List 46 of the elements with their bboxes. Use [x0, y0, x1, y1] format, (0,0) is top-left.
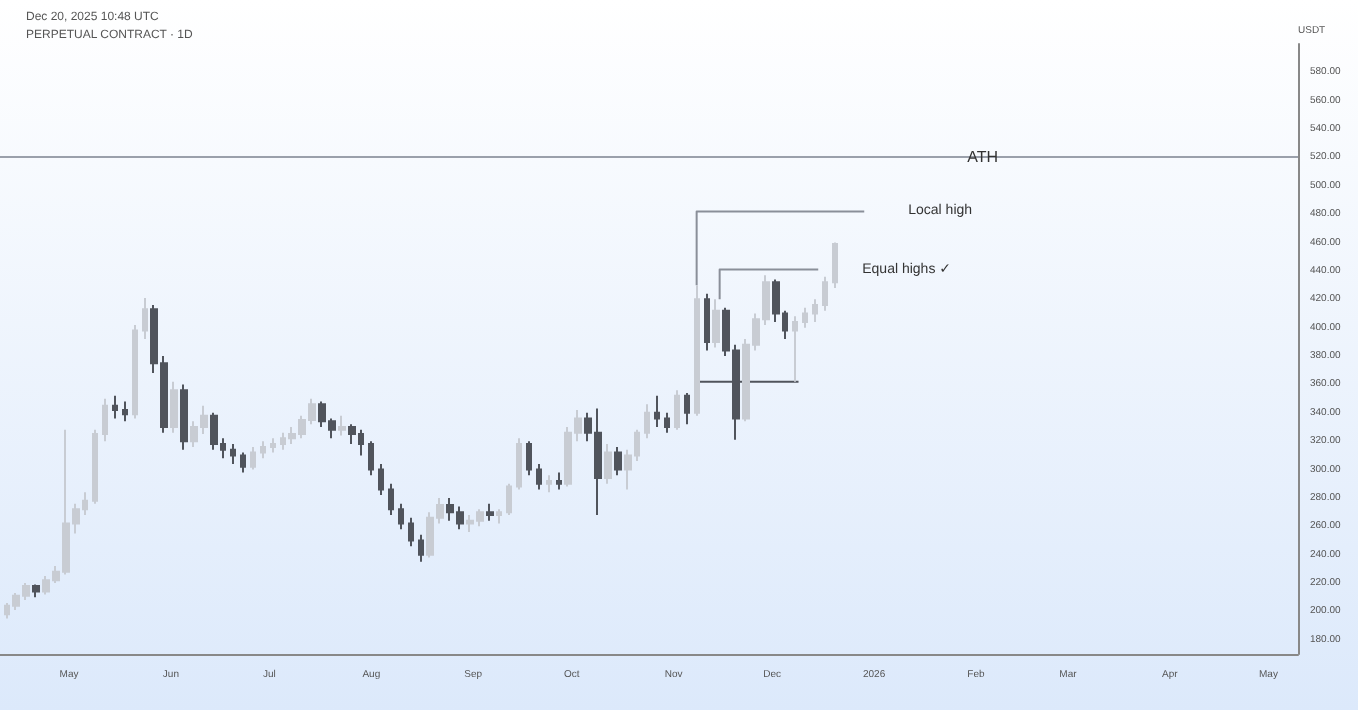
candlestick	[812, 298, 818, 324]
candlestick	[250, 445, 256, 471]
candlestick	[654, 394, 660, 429]
candlestick	[408, 516, 414, 548]
candlestick	[664, 411, 670, 434]
candlestick	[180, 383, 188, 451]
candlestick	[260, 440, 266, 460]
candlestick	[210, 411, 218, 451]
candlestick	[556, 471, 562, 491]
candlestick	[614, 445, 622, 477]
candlestick	[92, 428, 98, 505]
candlestick	[170, 380, 178, 434]
candlestick	[230, 443, 236, 465]
candlestick	[536, 462, 542, 491]
candlestick	[516, 437, 522, 491]
candlestick	[822, 275, 828, 312]
candlestick	[388, 482, 394, 516]
candlestick	[496, 508, 502, 525]
candlestick	[506, 482, 512, 516]
candlestick	[674, 389, 680, 431]
candlestick	[368, 440, 374, 477]
candlestick	[398, 502, 404, 531]
candlestick	[684, 391, 690, 426]
candlestick	[112, 394, 118, 420]
candlestick	[142, 296, 148, 341]
candlestick	[704, 292, 710, 352]
candlestick	[526, 440, 532, 477]
candlestick	[418, 533, 424, 563]
candlestick	[378, 462, 384, 497]
candlestick	[486, 502, 494, 522]
candlestick	[338, 414, 346, 437]
candlestick	[240, 451, 246, 474]
candlestick	[546, 474, 552, 494]
candlestick	[270, 437, 276, 454]
candlestick	[802, 306, 808, 329]
candlestick	[832, 241, 838, 289]
candlestick	[122, 400, 128, 423]
candlestick	[694, 284, 700, 417]
candlestick	[132, 323, 138, 420]
candlestick	[604, 443, 612, 485]
ref-line-label: ATH	[967, 148, 999, 167]
candlestick	[32, 583, 40, 599]
candlestick	[712, 298, 720, 349]
candlestick	[644, 403, 650, 440]
candlestick	[792, 315, 798, 383]
candlestick	[102, 397, 108, 443]
